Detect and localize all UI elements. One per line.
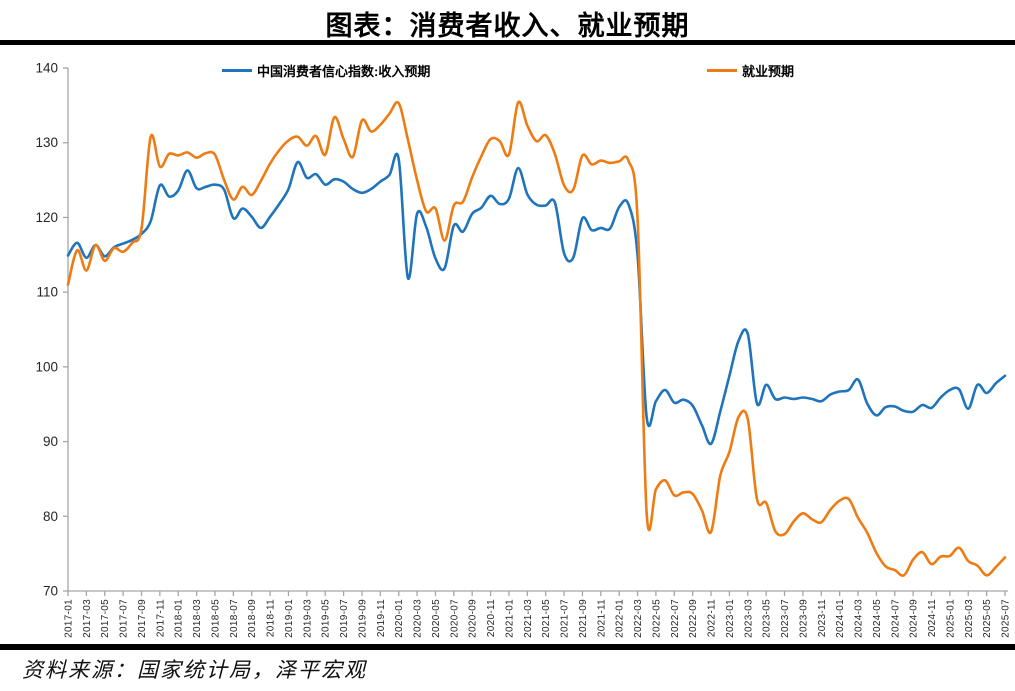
svg-text:2021-01: 2021-01 [504,599,515,638]
plot-area: 70 80 90 100 110 120 130 140 2017-01 2017-03 2017-… [35,61,1012,638]
svg-text:2023-07: 2023-07 [780,599,791,638]
svg-text:2022-11: 2022-11 [707,599,718,637]
svg-text:140: 140 [35,61,58,76]
income-series-legend-swatch [222,69,252,72]
svg-text:2018-09: 2018-09 [247,599,258,638]
svg-text:70: 70 [43,584,58,599]
svg-text:2019-05: 2019-05 [321,599,332,638]
svg-text:2020-03: 2020-03 [413,599,424,638]
svg-text:2022-01: 2022-01 [615,599,626,638]
svg-text:2025-05: 2025-05 [982,599,993,638]
svg-text:2023-03: 2023-03 [743,599,754,638]
svg-text:2023-05: 2023-05 [762,599,773,638]
footer-divider-bar [0,644,1015,650]
svg-text:2024-05: 2024-05 [872,599,883,638]
svg-text:2018-03: 2018-03 [192,599,203,638]
svg-text:100: 100 [35,359,58,374]
page-title: 图表：消费者收入、就业预期 [325,11,690,41]
svg-text:2024-03: 2024-03 [854,599,865,638]
svg-text:2023-11: 2023-11 [817,599,828,637]
svg-text:2021-03: 2021-03 [523,599,534,638]
svg-text:2018-11: 2018-11 [266,599,277,637]
svg-text:2023-09: 2023-09 [798,599,809,638]
income-series-legend-label: 中国消费者信心指数:收入预期 [257,64,431,79]
svg-text:2017-07: 2017-07 [119,599,130,638]
svg-text:2019-09: 2019-09 [357,599,368,638]
svg-text:2023-01: 2023-01 [725,599,736,638]
line-chart: 70 80 90 100 110 120 130 140 2017-01 2017-03 2017-… [35,61,1012,638]
svg-text:2017-03: 2017-03 [82,599,93,638]
svg-text:2022-03: 2022-03 [633,599,644,638]
svg-text:2019-11: 2019-11 [376,599,387,637]
title-divider-bar [0,40,1015,45]
svg-text:2022-09: 2022-09 [688,599,699,638]
svg-text:2025-01: 2025-01 [945,599,956,638]
source-note: 资料来源：国家统计局，泽平宏观 [22,658,367,682]
svg-text:2024-01: 2024-01 [835,599,846,638]
svg-text:120: 120 [35,210,58,225]
legend-item-employment: 就业预期 [707,62,794,79]
svg-text:2022-05: 2022-05 [651,599,662,638]
svg-text:2024-09: 2024-09 [909,599,920,638]
svg-text:2019-01: 2019-01 [284,599,295,638]
svg-text:2018-07: 2018-07 [229,599,240,638]
svg-text:80: 80 [43,509,58,524]
employment-series-legend-swatch [707,69,737,72]
svg-text:2019-03: 2019-03 [302,599,313,638]
svg-text:2020-01: 2020-01 [394,599,405,638]
svg-text:2022-07: 2022-07 [670,599,681,638]
svg-text:2020-11: 2020-11 [486,599,497,637]
svg-text:2019-07: 2019-07 [339,599,350,638]
svg-text:2021-09: 2021-09 [578,599,589,638]
svg-text:2025-03: 2025-03 [964,599,975,638]
svg-text:2020-09: 2020-09 [468,599,479,638]
svg-text:2021-07: 2021-07 [560,599,571,638]
svg-text:2020-05: 2020-05 [431,599,442,638]
svg-text:2024-07: 2024-07 [890,599,901,638]
svg-text:110: 110 [36,285,58,300]
svg-text:2018-01: 2018-01 [174,599,185,638]
svg-text:2017-11: 2017-11 [155,599,166,637]
legend-item-income: 中国消费者信心指数:收入预期 [222,62,430,79]
svg-text:2021-05: 2021-05 [541,599,552,638]
svg-text:2021-11: 2021-11 [596,599,607,637]
employment-series-legend-label: 就业预期 [742,64,795,79]
svg-text:2018-05: 2018-05 [210,599,221,638]
svg-text:130: 130 [35,135,58,150]
svg-text:2017-01: 2017-01 [64,599,75,638]
svg-text:2017-09: 2017-09 [137,599,148,638]
svg-text:90: 90 [43,434,58,449]
svg-text:2025-07: 2025-07 [1001,599,1012,638]
svg-text:2017-05: 2017-05 [100,599,111,638]
svg-text:2024-11: 2024-11 [927,599,938,637]
svg-text:2020-07: 2020-07 [449,599,460,638]
